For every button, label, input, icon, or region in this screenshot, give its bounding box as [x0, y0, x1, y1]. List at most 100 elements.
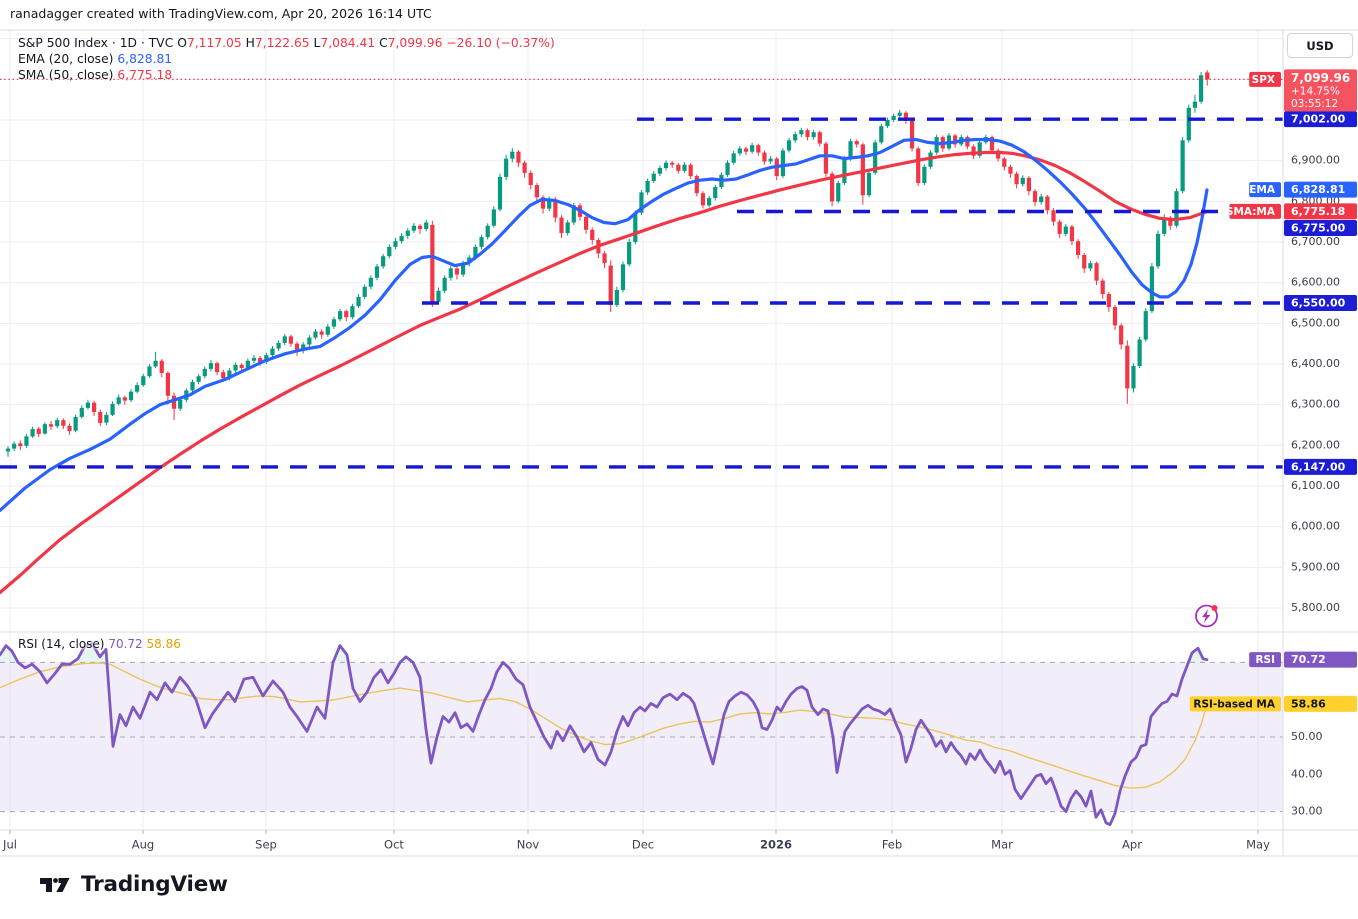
price-axis-panel[interactable]: 5,800.00 5,900.00 6,000.00 6,100.00 6,200.00…	[1189, 30, 1358, 818]
rsi-pane[interactable]	[0, 632, 1283, 830]
symbol-name[interactable]: S&P 500 Index	[18, 36, 108, 50]
candle-body	[147, 366, 152, 377]
rsi-ma-axis-tag-text: RSI-based MA	[1193, 698, 1276, 710]
rsi-pane-legend[interactable]: RSI (14, close) 70.72 58.86	[18, 637, 181, 651]
interval-label[interactable]: 1D	[119, 36, 138, 50]
level-badge-6147: 6,147.00	[1284, 458, 1357, 475]
candle-body	[338, 311, 343, 320]
tradingview-logo[interactable]: TradingView	[38, 872, 228, 897]
candle-body	[1002, 158, 1007, 167]
ema-value: 6,828.81	[117, 52, 173, 66]
candle-body	[1106, 294, 1111, 308]
rsi-ma-axis-tag: RSI-based MA	[1189, 696, 1281, 712]
candle-body	[110, 403, 115, 415]
rsi-axis-label: 50.00	[1291, 730, 1323, 743]
rsi-value: 70.72	[108, 637, 143, 651]
candle-body	[676, 164, 681, 171]
sma-axis-tag-text: SMA:MA	[1226, 206, 1276, 218]
price-axis-label: 6,200.00	[1291, 438, 1340, 451]
candle-body	[1137, 339, 1142, 367]
sma-axis-tag: SMA:MA	[1226, 203, 1281, 219]
time-axis[interactable]: Jul Aug Sep Oct Nov Dec 2026 Feb Mar Apr May	[0, 830, 1283, 856]
sma-legend-row[interactable]: SMA (50, close) 6,775.18	[18, 67, 555, 83]
ema-20-line[interactable]	[0, 137, 1209, 512]
candle-body	[73, 416, 78, 431]
candle-body	[387, 246, 392, 257]
candle-body	[1180, 140, 1185, 192]
candle-body	[411, 225, 416, 231]
high-value: 7,122.65	[254, 36, 310, 50]
candle-body	[122, 397, 127, 401]
candle-body	[399, 235, 404, 242]
candle-body	[694, 176, 699, 194]
flash-icon[interactable]	[1193, 602, 1221, 630]
candle-body	[67, 425, 72, 432]
candle-body	[196, 376, 201, 382]
ema-value-badge-text: 6,828.81	[1291, 183, 1345, 196]
tradingview-logo-glyph	[40, 877, 70, 892]
ema-value-badge: 6,828.81	[1284, 181, 1357, 198]
level-badge-7002: 7,002.00	[1284, 111, 1357, 128]
candle-body	[1045, 196, 1050, 211]
candle-body	[313, 331, 318, 338]
candle-body	[1100, 280, 1105, 295]
candle-body	[627, 242, 632, 265]
candle-body	[104, 414, 109, 423]
candle-body	[202, 368, 207, 377]
candle-body	[897, 112, 902, 116]
candle-body	[1051, 210, 1056, 222]
candle-body	[165, 372, 170, 396]
candle-body	[725, 162, 730, 175]
candle-body	[842, 158, 847, 184]
candle-body	[848, 141, 853, 159]
candle-body	[1162, 217, 1167, 234]
candle-body	[1032, 191, 1038, 203]
rsi-ma-value-badge: 58.86	[1284, 695, 1357, 712]
currency-unit-button[interactable]: USD	[1287, 33, 1353, 58]
exchange-label[interactable]: TVC	[148, 36, 174, 50]
sma-50-line[interactable]	[0, 150, 1209, 595]
candle-body	[700, 193, 706, 206]
candle-body	[356, 296, 361, 307]
high-label: H	[245, 36, 255, 50]
ema-legend-row[interactable]: EMA (20, close) 6,828.81	[18, 51, 555, 67]
price-axis-label: 6,500.00	[1291, 316, 1340, 329]
candle-body	[528, 172, 533, 186]
candle-body	[866, 172, 872, 196]
candle-body	[233, 364, 238, 371]
candle-body	[141, 376, 146, 386]
rsi-ma-value: 58.86	[146, 637, 181, 651]
spx-axis-tag-text: SPX	[1252, 74, 1275, 86]
rsi-line[interactable]	[0, 642, 1209, 827]
candle-body	[584, 216, 589, 230]
candle-body	[171, 395, 177, 409]
candle-body	[971, 146, 976, 156]
candle-body	[1112, 307, 1118, 326]
sma-label[interactable]: SMA (50, close)	[18, 68, 114, 82]
candle-body	[350, 306, 355, 318]
candle-body	[1063, 226, 1068, 234]
candle-body	[159, 360, 164, 373]
month-label-Sep: Sep	[255, 838, 277, 852]
candle-body	[651, 173, 656, 181]
candle-body	[793, 134, 798, 141]
candle-body	[799, 130, 804, 135]
rsi-ma-line[interactable]	[0, 662, 1208, 789]
price-pane[interactable]	[0, 30, 1283, 632]
candle-body	[258, 357, 263, 362]
symbol-legend-row[interactable]: S&P 500 Index · 1D · TVC O7,117.05 H7,12…	[18, 35, 555, 51]
candle-body	[996, 150, 1001, 159]
month-label-Apr: Apr	[1122, 838, 1142, 852]
rsi-label[interactable]: RSI (14, close)	[18, 637, 105, 651]
flash-icon-ring	[1195, 604, 1218, 628]
candle-body	[325, 326, 330, 335]
candle-body	[374, 266, 380, 278]
candle-body	[393, 241, 398, 247]
candle-body	[977, 142, 982, 156]
notification-dot	[1211, 605, 1218, 611]
ema-label[interactable]: EMA (20, close)	[18, 52, 114, 66]
candle-body	[780, 150, 785, 177]
candle-body	[817, 132, 822, 144]
candle-body	[301, 344, 306, 351]
